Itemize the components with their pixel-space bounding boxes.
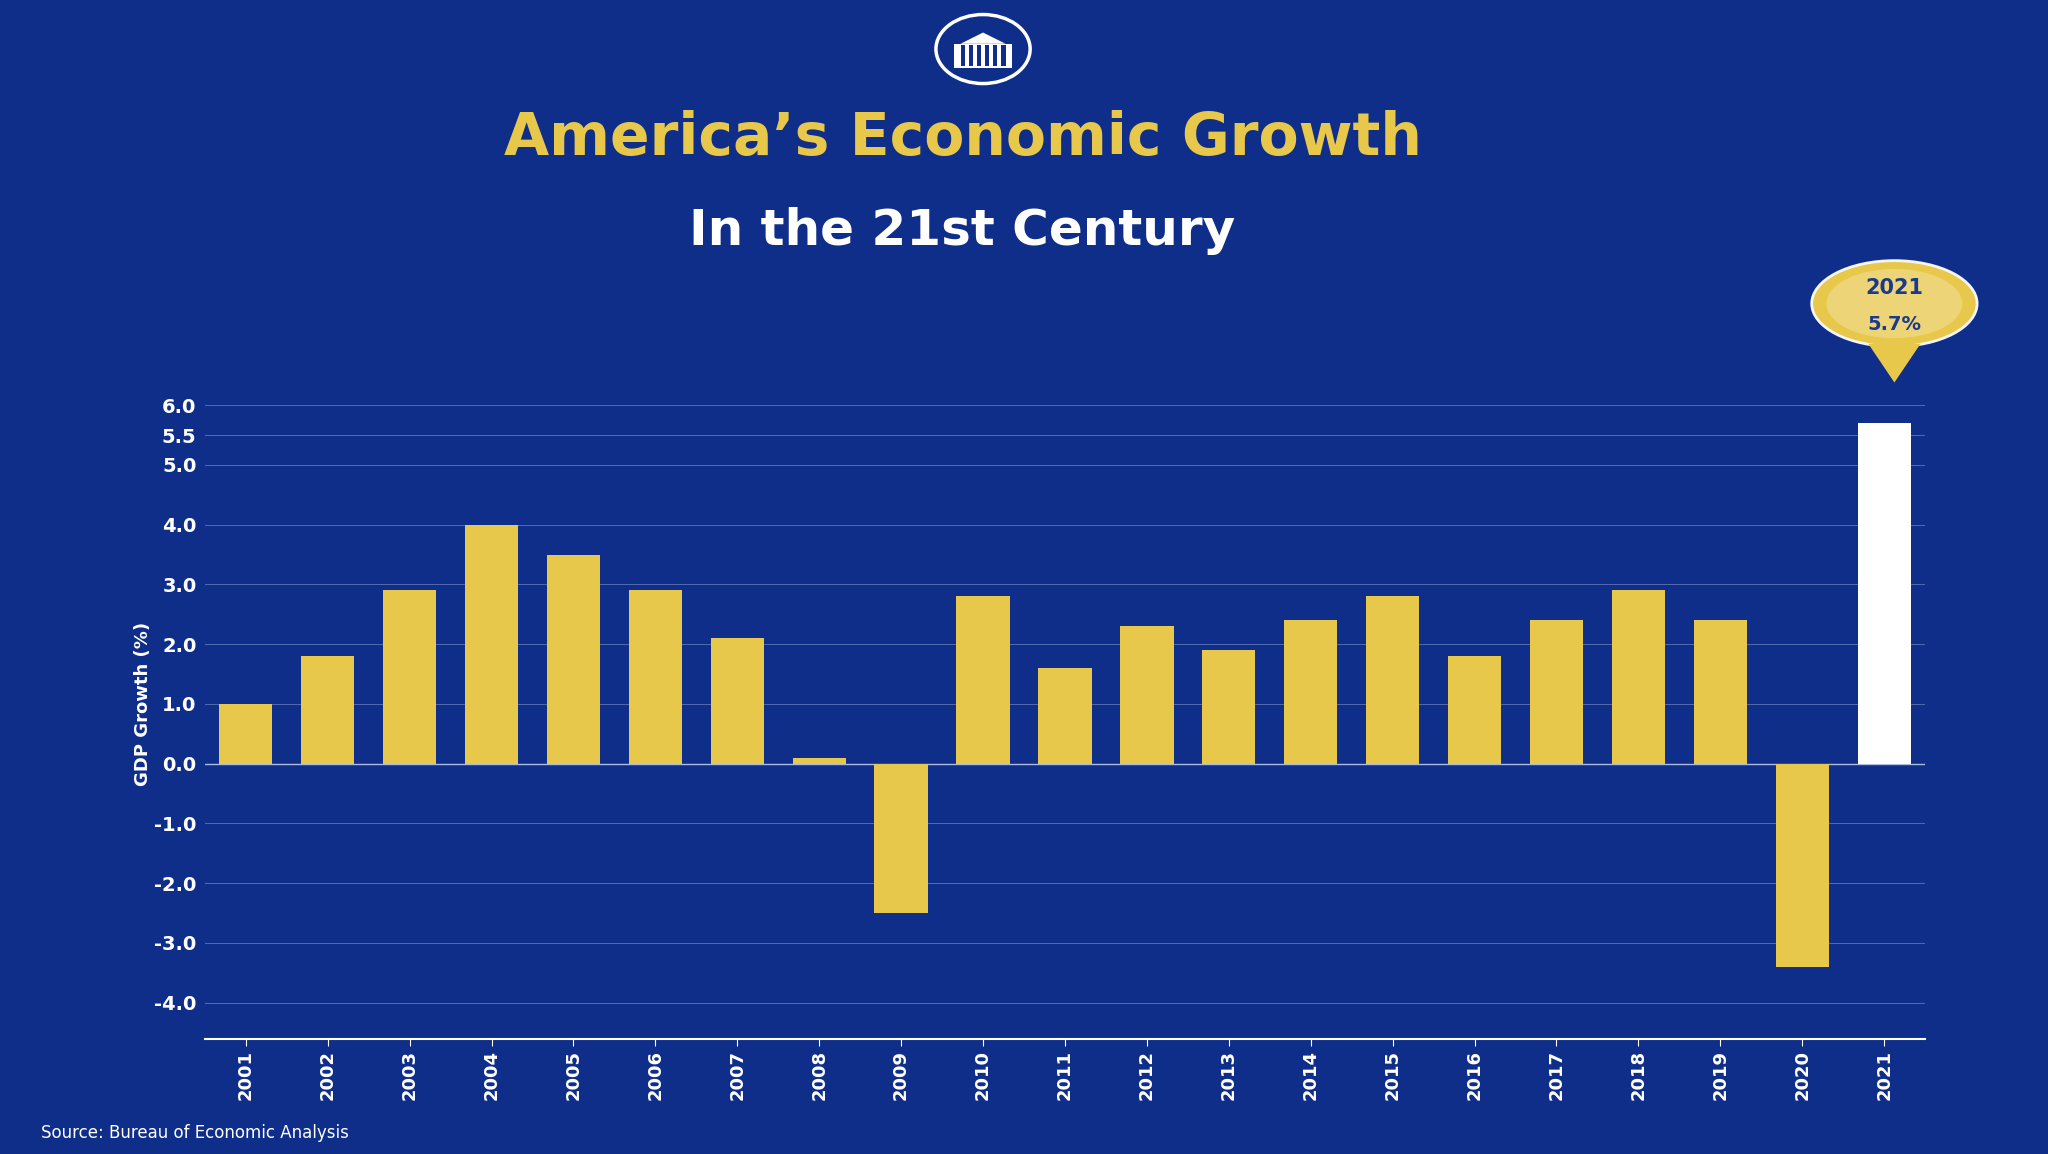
- Bar: [1366, 597, 1419, 764]
- Text: Source: Bureau of Economic Analysis: Source: Bureau of Economic Analysis: [41, 1124, 348, 1142]
- FancyBboxPatch shape: [993, 45, 997, 66]
- Bar: [711, 638, 764, 764]
- Bar: [1858, 424, 1911, 764]
- Bar: [383, 591, 436, 764]
- FancyBboxPatch shape: [977, 45, 981, 66]
- Bar: [1612, 591, 1665, 764]
- Bar: [219, 704, 272, 764]
- Text: 5.7%: 5.7%: [1868, 315, 1921, 334]
- Text: In the 21st Century: In the 21st Century: [690, 207, 1235, 255]
- Bar: [465, 525, 518, 764]
- Y-axis label: GDP Growth (%): GDP Growth (%): [133, 622, 152, 786]
- Bar: [1694, 621, 1747, 764]
- Ellipse shape: [1812, 261, 1976, 346]
- Bar: [547, 555, 600, 764]
- FancyBboxPatch shape: [1001, 45, 1006, 66]
- Bar: [301, 657, 354, 764]
- Bar: [874, 764, 928, 913]
- Bar: [793, 758, 846, 764]
- Bar: [1776, 764, 1829, 967]
- Polygon shape: [961, 32, 1006, 44]
- Polygon shape: [1868, 344, 1921, 382]
- Bar: [1448, 657, 1501, 764]
- Text: America’s Economic Growth: America’s Economic Growth: [504, 110, 1421, 167]
- Bar: [1202, 650, 1255, 764]
- FancyBboxPatch shape: [969, 45, 973, 66]
- Bar: [956, 597, 1010, 764]
- Bar: [629, 591, 682, 764]
- Text: 2021: 2021: [1866, 278, 1923, 299]
- Bar: [1284, 621, 1337, 764]
- Ellipse shape: [1827, 269, 1962, 338]
- Bar: [1038, 668, 1092, 764]
- FancyBboxPatch shape: [961, 45, 965, 66]
- Bar: [1530, 621, 1583, 764]
- Bar: [1120, 627, 1174, 764]
- FancyBboxPatch shape: [954, 44, 1012, 68]
- FancyBboxPatch shape: [985, 45, 989, 66]
